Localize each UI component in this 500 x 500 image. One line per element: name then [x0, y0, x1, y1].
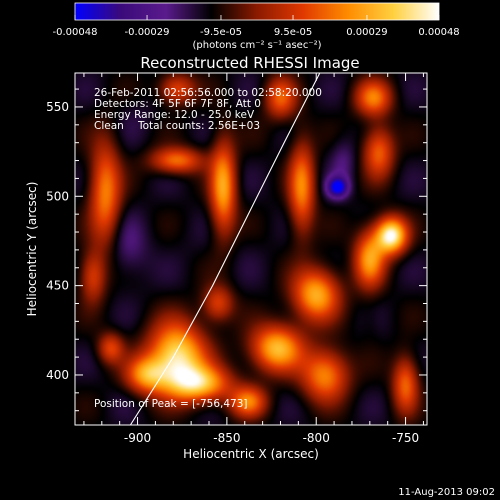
generation-date: 11-Aug-2013 09:02	[398, 487, 495, 498]
colorbar-tick-label: 0.00029	[346, 27, 387, 38]
time-range-text: 26-Feb-2011 02:56:56.000 to 02:58:20.000	[94, 87, 322, 99]
heatmap-image	[75, 73, 427, 425]
colorbar-tick-label: -9.5e-05	[200, 27, 242, 38]
algorithm-text: Clean	[94, 120, 124, 132]
y-tick-label: 500	[46, 189, 69, 203]
detectors-text: Detectors: 4F 5F 6F 7F 8F, Att 0	[94, 98, 261, 110]
y-tick-label: 450	[46, 279, 69, 293]
x-axis-ticks: -900 -850 -800 -750	[83, 73, 424, 445]
colorbar-tick-label: -0.00048	[53, 27, 98, 38]
chart-title: Reconstructed RHESSI Image	[140, 54, 359, 72]
colorbar-tick-label: -0.00029	[125, 27, 170, 38]
x-tick-label: -750	[392, 431, 419, 445]
colorbar-ticks: -0.00048 -0.00029 -9.5e-05 9.5e-05 0.00029 0.…	[53, 15, 460, 38]
energy-range-text: Energy Range: 12.0 - 25.0 keV	[94, 109, 255, 121]
colorbar	[74, 2, 440, 21]
y-axis-label: Heliocentric Y (arcsec)	[25, 182, 39, 317]
peak-position-text: Position of Peak = [-756,473]	[94, 398, 248, 410]
colorbar-unit-label: (photons cm⁻² s⁻¹ asec⁻²)	[192, 40, 321, 51]
x-tick-label: -900	[124, 431, 151, 445]
total-counts-text: Total counts: 2.56E+03	[137, 120, 260, 132]
colorbar-tick-label: 0.00048	[418, 27, 459, 38]
y-tick-label: 550	[46, 100, 69, 114]
x-tick-label: -850	[213, 431, 240, 445]
colorbar-tick-label: 9.5e-05	[274, 27, 312, 38]
x-tick-label: -800	[303, 431, 330, 445]
plot-frame	[74, 72, 428, 426]
y-tick-label: 400	[46, 368, 69, 382]
solar-limb-curve	[129, 72, 321, 426]
x-axis-label: Heliocentric X (arcsec)	[183, 447, 319, 461]
y-axis-ticks: 400 450 500 550	[46, 88, 427, 412]
